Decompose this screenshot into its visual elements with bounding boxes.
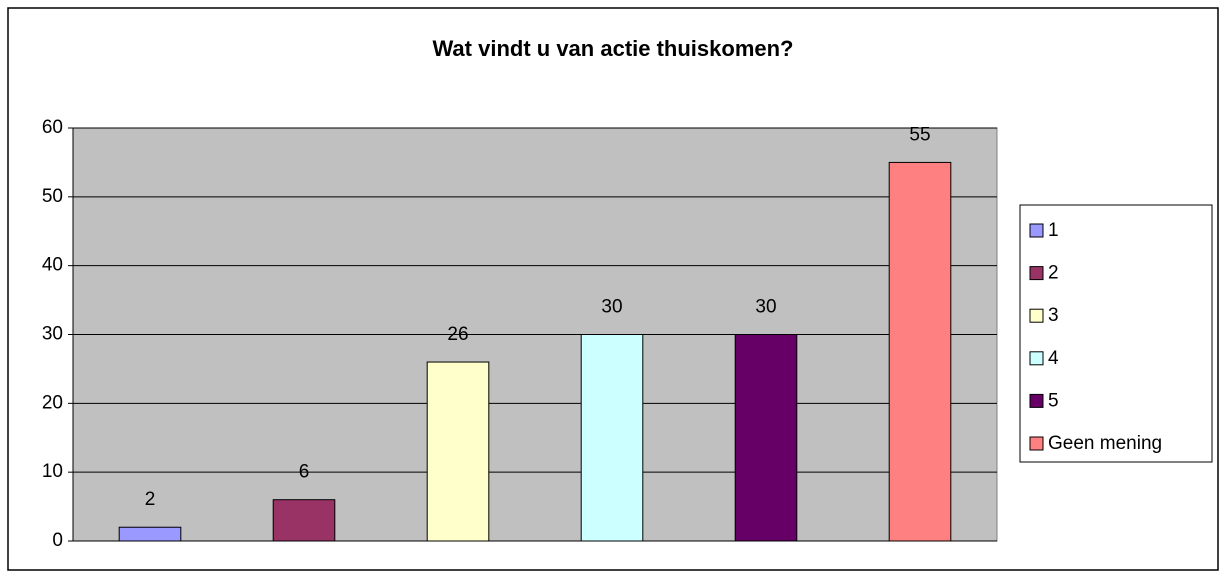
legend-label: 3	[1048, 305, 1059, 326]
y-tick-label: 30	[42, 324, 63, 345]
chart-title: Wat vindt u van actie thuiskomen?	[432, 36, 793, 61]
legend-swatch	[1029, 393, 1044, 408]
legend-swatch	[1029, 351, 1044, 366]
y-tick-label: 50	[42, 186, 63, 207]
legend-label: 5	[1048, 390, 1059, 411]
y-tick-label: 0	[52, 530, 63, 551]
data-label: 2	[145, 489, 156, 510]
legend-swatch	[1029, 436, 1044, 451]
legend-box	[1019, 204, 1213, 463]
bar	[426, 361, 490, 542]
legend-label: 4	[1048, 348, 1059, 369]
legend-label: Geen mening	[1048, 433, 1162, 454]
bar	[888, 161, 952, 542]
bar	[272, 499, 336, 542]
data-label: 26	[447, 324, 468, 345]
legend-swatch	[1029, 308, 1044, 323]
y-tick-label: 60	[42, 117, 63, 138]
bar	[734, 334, 798, 542]
data-label: 30	[601, 297, 622, 318]
bar	[580, 334, 644, 542]
y-tick-label: 20	[42, 392, 63, 413]
legend-label: 2	[1048, 263, 1059, 284]
data-label: 55	[909, 124, 930, 145]
y-tick-label: 10	[42, 461, 63, 482]
legend-label: 1	[1048, 220, 1059, 241]
bar	[118, 526, 182, 542]
legend-swatch	[1029, 266, 1044, 281]
data-label: 6	[299, 462, 310, 483]
y-tick-label: 40	[42, 255, 63, 276]
legend-swatch	[1029, 223, 1044, 238]
data-label: 30	[755, 297, 776, 318]
